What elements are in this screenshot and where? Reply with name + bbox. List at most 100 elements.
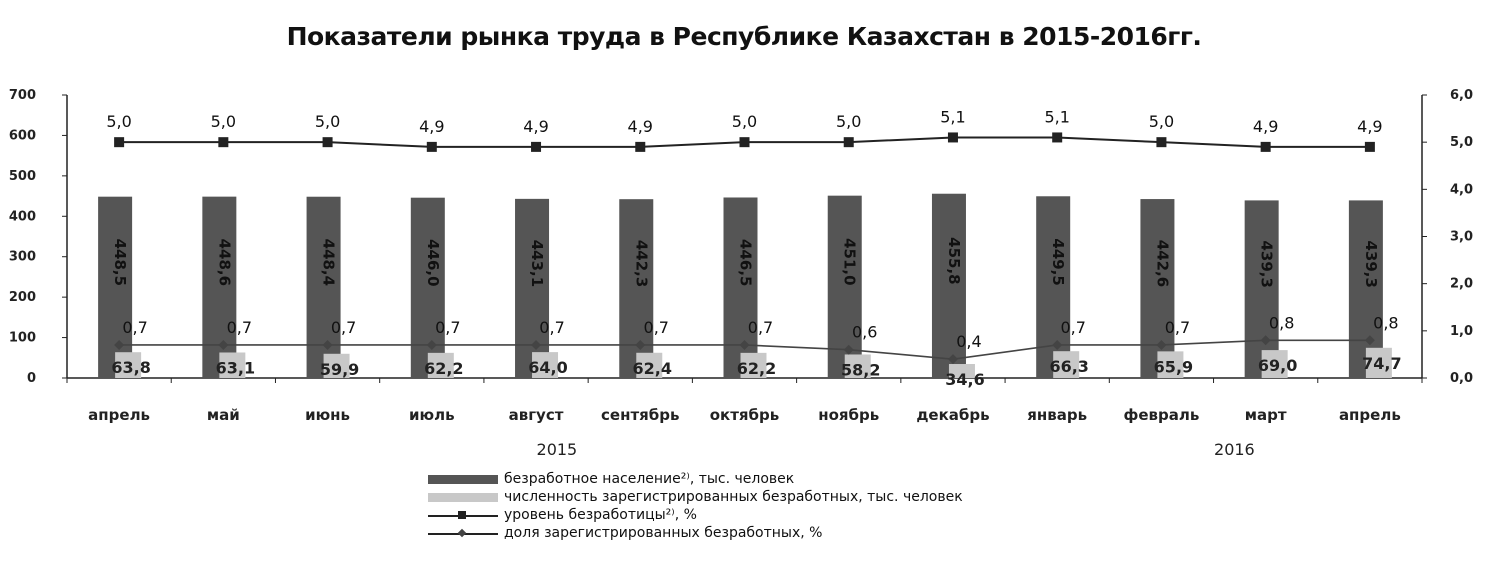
y-right-tick-label: 5,0 [1450, 135, 1473, 150]
legend-swatch-unemployed [428, 472, 498, 486]
label-registered-share: 0,7 [122, 318, 147, 337]
x-category-label: август [509, 406, 564, 424]
bar-registered-label: 74,7 [1362, 354, 1401, 373]
label-unemployment-rate: 4,9 [419, 117, 444, 136]
legend-swatch-registered [428, 490, 498, 504]
legend-swatch-rate [428, 508, 498, 522]
bar-unemployed-label: 451,0 [841, 238, 859, 285]
bar-registered [636, 352, 663, 378]
x-category-label: ноябрь [818, 406, 879, 424]
label-unemployment-rate: 5,1 [940, 107, 965, 126]
bar-registered-label: 34,6 [945, 370, 984, 389]
x-category-label: июль [409, 406, 455, 424]
y-left-tick-label: 600 [9, 128, 36, 143]
y-left-tick-label: 500 [9, 169, 36, 184]
bar-registered-label: 62,2 [424, 359, 463, 378]
bar-registered-label: 59,9 [320, 360, 359, 379]
point-registered-share [635, 339, 646, 350]
bar-registered [115, 352, 142, 378]
bar-registered-label: 63,8 [111, 358, 150, 377]
bar-unemployed [202, 196, 237, 378]
y-right-tick-label: 3,0 [1450, 230, 1473, 245]
label-unemployment-rate: 5,1 [1044, 107, 1069, 126]
point-unemployment-rate [739, 137, 750, 148]
point-unemployment-rate [635, 141, 646, 152]
label-registered-share: 0,7 [227, 318, 252, 337]
point-registered-share [947, 354, 958, 365]
x-category-label: октябрь [710, 406, 780, 424]
label-registered-share: 0,8 [1373, 313, 1398, 332]
point-registered-share [531, 339, 542, 350]
legend-label-rate: уровень безработицы²⁾, % [504, 507, 697, 523]
point-registered-share [218, 339, 229, 350]
y-left-tick-label: 200 [9, 290, 36, 305]
x-category-label: сентябрь [601, 406, 679, 424]
point-registered-share [1260, 335, 1271, 346]
chart-axes: 0 100 200 300 400 500 600 700 0,0 1,0 2,0 3,0 4,0 5,0… [9, 88, 1473, 459]
legend: безработное население²⁾, тыс. человек чи… [428, 470, 963, 542]
x-category-label: апрель [1339, 406, 1401, 424]
x-category-label: июнь [305, 406, 350, 424]
point-unemployment-rate [1364, 141, 1375, 152]
y-left-tick-label: 700 [9, 88, 36, 103]
bar-unemployed-label: 442,6 [1153, 240, 1171, 287]
bar-registered [1053, 351, 1080, 378]
point-unemployment-rate [426, 141, 437, 152]
legend-item-unemployed: безработное население²⁾, тыс. человек [428, 470, 963, 488]
bar-unemployed-label: 442,3 [632, 240, 650, 287]
bar-unemployed [827, 195, 862, 378]
bar-unemployed [1140, 199, 1175, 378]
bar-registered [427, 352, 454, 378]
y-left-tick-label: 400 [9, 209, 36, 224]
point-registered-share [739, 339, 750, 350]
bar-registered [219, 352, 246, 378]
bar-unemployed-label: 448,4 [320, 239, 338, 286]
point-unemployment-rate [947, 132, 958, 143]
bar-unemployed [1244, 200, 1279, 378]
label-registered-share: 0,7 [539, 318, 564, 337]
point-registered-share [322, 339, 333, 350]
year-label-2016: 2016 [1214, 440, 1255, 459]
bar-registered [740, 352, 767, 378]
point-unemployment-rate [322, 137, 333, 148]
bar-unemployed [306, 196, 341, 378]
legend-label-share: доля зарегистрированных безработных, % [504, 525, 823, 541]
bar-registered-label: 64,0 [528, 358, 567, 377]
y-right-tick-label: 0,0 [1450, 371, 1473, 386]
label-unemployment-rate: 5,0 [1149, 112, 1174, 131]
bar-unemployed-label: 455,8 [945, 237, 963, 284]
bar-registered-label: 62,2 [737, 359, 776, 378]
point-registered-share [1052, 339, 1063, 350]
label-unemployment-rate: 4,9 [523, 117, 548, 136]
label-unemployment-rate: 5,0 [106, 112, 131, 131]
point-unemployment-rate [531, 141, 542, 152]
bar-registered-label: 66,3 [1049, 357, 1088, 376]
label-registered-share: 0,8 [1269, 313, 1294, 332]
label-registered-share: 0,7 [435, 318, 460, 337]
bar-registered [948, 364, 975, 378]
bar-registered [1261, 350, 1288, 378]
x-category-label: февраль [1123, 406, 1199, 424]
x-category-label: апрель [88, 406, 150, 424]
point-unemployment-rate [218, 137, 229, 148]
bar-unemployed [1036, 196, 1071, 378]
bar-unemployed-label: 443,1 [528, 240, 546, 287]
label-unemployment-rate: 5,0 [315, 112, 340, 131]
bar-unemployed-label: 446,5 [737, 239, 755, 286]
bar-registered-label: 62,4 [633, 359, 672, 378]
point-unemployment-rate [1260, 141, 1271, 152]
x-category-label: май [207, 406, 240, 424]
lines-group [114, 132, 1375, 365]
label-unemployment-rate: 4,9 [1253, 117, 1278, 136]
bar-unemployed-label: 448,5 [111, 239, 129, 286]
y-right-tick-label: 6,0 [1450, 88, 1473, 103]
y-right-tick-label: 2,0 [1450, 277, 1473, 292]
bar-unemployed-label: 448,6 [215, 239, 233, 286]
bar-unemployed-label: 446,0 [424, 239, 442, 286]
legend-label-unemployed: безработное население²⁾, тыс. человек [504, 471, 795, 487]
bar-registered [323, 353, 350, 378]
point-registered-share [1156, 339, 1167, 350]
legend-item-registered: численность зарегистрированных безработн… [428, 488, 963, 506]
point-registered-share [426, 339, 437, 350]
y-right-tick-label: 4,0 [1450, 182, 1473, 197]
